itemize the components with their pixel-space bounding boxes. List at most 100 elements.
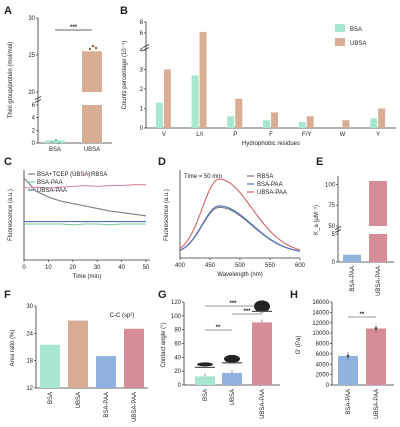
g-droplet-icon-0: [197, 362, 213, 367]
b-x-tick-label-0: V: [162, 132, 166, 138]
d-legend-label-2: UBSA-PAA: [257, 190, 287, 196]
e-axis-break-2: [334, 229, 342, 233]
g-y-label: Contact angle (°): [161, 322, 167, 367]
h-significance-label: **: [360, 312, 365, 318]
c-x-label: Time (min): [73, 274, 101, 280]
g-y-tick-label-3: 60: [174, 342, 181, 348]
g-x-tick-label-0: BSA: [203, 389, 209, 401]
b-axis-break-1: [142, 44, 150, 48]
f-x-tick-label-0: BSA: [48, 392, 54, 404]
c-x-tick-label-2: 20: [69, 265, 76, 271]
d-x-label: Wavelength (nm): [217, 272, 262, 278]
chart-e: 0 5 50 75 100 K_a (μM⁻¹) BSA-PAA UBSA-PAA: [314, 176, 394, 296]
f-x-tick-label-2: BSA-PAA: [104, 392, 110, 418]
f-title: C-C (sp²): [110, 313, 135, 319]
a-y-tick-label-2: 4: [32, 116, 36, 122]
b-y-tick-label-3: 3: [140, 68, 144, 74]
a-y-tick-label-4: 20: [28, 90, 35, 96]
c-legend-label-1: RBSA: [91, 172, 107, 178]
b-bar-bsa-6: [370, 118, 378, 128]
c-line-2: [24, 223, 146, 226]
d-y-label: Fluorescence (a.u.): [164, 189, 170, 241]
panel-label-g: G: [158, 289, 167, 301]
panel-label-a: A: [4, 5, 12, 17]
e-y-tick-label-1: 5: [332, 232, 336, 238]
h-x-tick-label-1: UBSA-PAA: [374, 389, 380, 419]
b-y-tick-label-5: 6: [140, 31, 144, 37]
c-x-tick-label-5: 50: [143, 265, 150, 271]
panel-label-f: F: [4, 289, 11, 301]
b-bar-bsa-0: [155, 102, 163, 128]
g-droplet-icon-2: [254, 300, 270, 313]
b-bar-ubsa-6: [378, 108, 386, 128]
b-legend-swatch-bsa: [335, 24, 345, 32]
panel-label-c: C: [4, 156, 12, 168]
g-bar-2: [252, 322, 272, 385]
chart-c: Fluorescence (a.u.) 0 10 20 30 40 50 Time (min)…: [8, 170, 150, 280]
b-y-tick-label-6: 8: [140, 20, 144, 26]
chart-g: 0 20 40 60 80 100 120 Contact angle (°) BSA UBSA U…: [161, 300, 280, 419]
g-y-tick-label-0: 0: [178, 383, 182, 389]
g-bar-0: [195, 376, 215, 385]
e-x-tick-label-1: UBSA-PAA: [376, 266, 382, 296]
e-axis-break-1: [334, 226, 342, 230]
chart-h: 0 2000 4000 6000 8000 10000 12000 14000 16000 G' …: [296, 300, 394, 419]
c-x-tick-label-1: 10: [45, 265, 52, 271]
h-y-tick-label-7: 14000: [312, 310, 329, 316]
g-significance-label-1: ***: [229, 301, 237, 307]
d-x-tick-label-2: 500: [235, 263, 246, 269]
panel-label-d: D: [158, 156, 166, 168]
a-x-tick-label-0: BSA: [49, 147, 61, 153]
b-bar-bsa-1: [191, 75, 199, 128]
b-bar-ubsa-4: [306, 116, 314, 128]
h-point-1: [374, 327, 378, 330]
a-point-bsa-0: [50, 140, 54, 144]
h-y-tick-label-3: 6000: [316, 352, 330, 358]
a-x-tick-label-1: UBSA: [84, 147, 100, 153]
a-point-bsa-2: [57, 141, 61, 145]
f-y-label: Area ratio (%): [10, 329, 16, 366]
f-y-tick-label-1: 18: [26, 359, 33, 365]
g-y-tick-label-5: 100: [171, 314, 182, 320]
c-line-1: [23, 184, 146, 189]
a-axis-break-2: [34, 99, 42, 103]
f-x-tick-label-3: UBSA-PAA: [132, 392, 138, 422]
e-y-tick-label-0: 0: [332, 260, 336, 266]
d-annotation: Time = 50 min: [184, 174, 222, 180]
b-legend-label-bsa: BSA: [350, 27, 362, 33]
g-droplet-icon-1: [224, 354, 240, 363]
panel-label-b: B: [120, 5, 128, 17]
a-significance-label: ***: [70, 25, 78, 31]
b-y-tick-label-1: 1: [140, 107, 144, 113]
a-y-tick-label-3: 6: [32, 103, 36, 109]
c-x-tick-label-3: 30: [94, 265, 101, 271]
panel-label-e: E: [316, 156, 323, 168]
g-y-tick-label-6: 120: [171, 300, 182, 306]
b-y-tick-label-0: 0: [140, 126, 144, 132]
f-y-tick-label-3: 30: [26, 304, 33, 310]
a-point-bsa-1: [54, 138, 58, 142]
b-x-tick-label-5: W: [340, 132, 346, 138]
h-point-0: [346, 354, 350, 358]
e-x-tick-label-0: BSA-PAA: [350, 266, 356, 292]
g-x-tick-label-2: UBSA-PAA: [260, 389, 266, 419]
chart-f: 12 18 24 30 Area ratio (%) C-C (sp²) BSA UBSA BS…: [10, 304, 148, 422]
b-legend-swatch-ubsa: [335, 38, 345, 46]
c-x-tick-label-4: 40: [118, 265, 125, 271]
h-bar-1: [366, 328, 386, 385]
f-y-tick-label-2: 24: [26, 331, 33, 337]
f-bar-1: [68, 320, 88, 388]
a-y-tick-label-6: 30: [28, 16, 35, 22]
e-bar-1-upper: [369, 181, 387, 226]
a-point-ubsa-0: [88, 47, 92, 51]
h-y-tick-label-4: 8000: [316, 342, 330, 348]
a-y-tick-label-0: 0: [32, 141, 36, 147]
e-bar-0: [343, 254, 361, 262]
h-y-tick-label-1: 2000: [316, 373, 330, 379]
chart-b: 0 1 2 3 4 6 8 Counts percentage (10⁻⁴) V L/I P F F/Y…: [121, 20, 396, 147]
b-y-tick-label-2: 2: [140, 87, 144, 93]
e-y-label: K_a (μM⁻¹): [314, 205, 320, 235]
c-line-0: [23, 177, 147, 217]
c-legend-label-3: UBSA-PAA: [37, 188, 67, 194]
e-y-tick-label-3: 75: [328, 203, 335, 209]
